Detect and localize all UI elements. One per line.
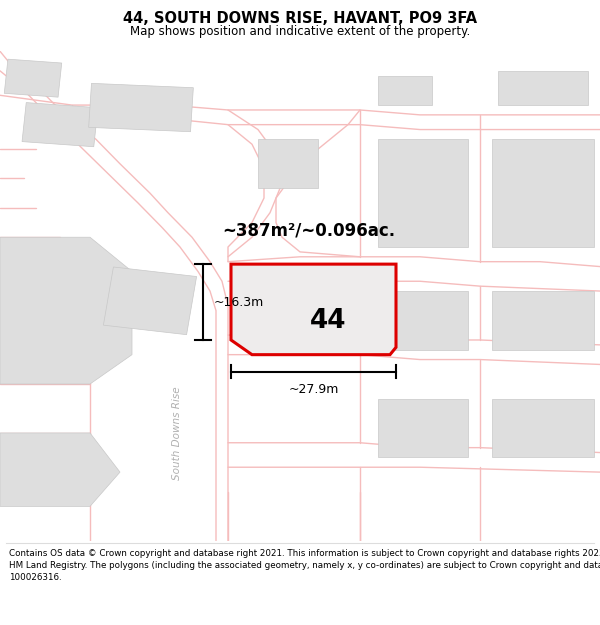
Polygon shape <box>378 139 468 247</box>
Polygon shape <box>0 238 132 384</box>
Text: Map shows position and indicative extent of the property.: Map shows position and indicative extent… <box>130 26 470 39</box>
Polygon shape <box>4 59 62 97</box>
Text: ~27.9m: ~27.9m <box>289 382 338 396</box>
Polygon shape <box>498 71 588 105</box>
Polygon shape <box>492 139 594 247</box>
Polygon shape <box>22 102 98 147</box>
Text: South Downs Rise: South Downs Rise <box>172 386 182 480</box>
Text: Contains OS data © Crown copyright and database right 2021. This information is : Contains OS data © Crown copyright and d… <box>9 549 600 582</box>
Polygon shape <box>492 399 594 458</box>
Polygon shape <box>378 399 468 458</box>
Polygon shape <box>0 433 120 506</box>
Polygon shape <box>258 139 318 188</box>
Polygon shape <box>492 291 594 350</box>
Text: 44: 44 <box>310 308 346 334</box>
Polygon shape <box>231 264 396 354</box>
Polygon shape <box>378 291 468 350</box>
Text: 44, SOUTH DOWNS RISE, HAVANT, PO9 3FA: 44, SOUTH DOWNS RISE, HAVANT, PO9 3FA <box>123 11 477 26</box>
Polygon shape <box>378 76 432 105</box>
Text: ~387m²/~0.096ac.: ~387m²/~0.096ac. <box>222 222 395 239</box>
Polygon shape <box>252 267 366 325</box>
Text: ~16.3m: ~16.3m <box>214 296 264 309</box>
Polygon shape <box>103 267 197 334</box>
Polygon shape <box>89 83 193 132</box>
